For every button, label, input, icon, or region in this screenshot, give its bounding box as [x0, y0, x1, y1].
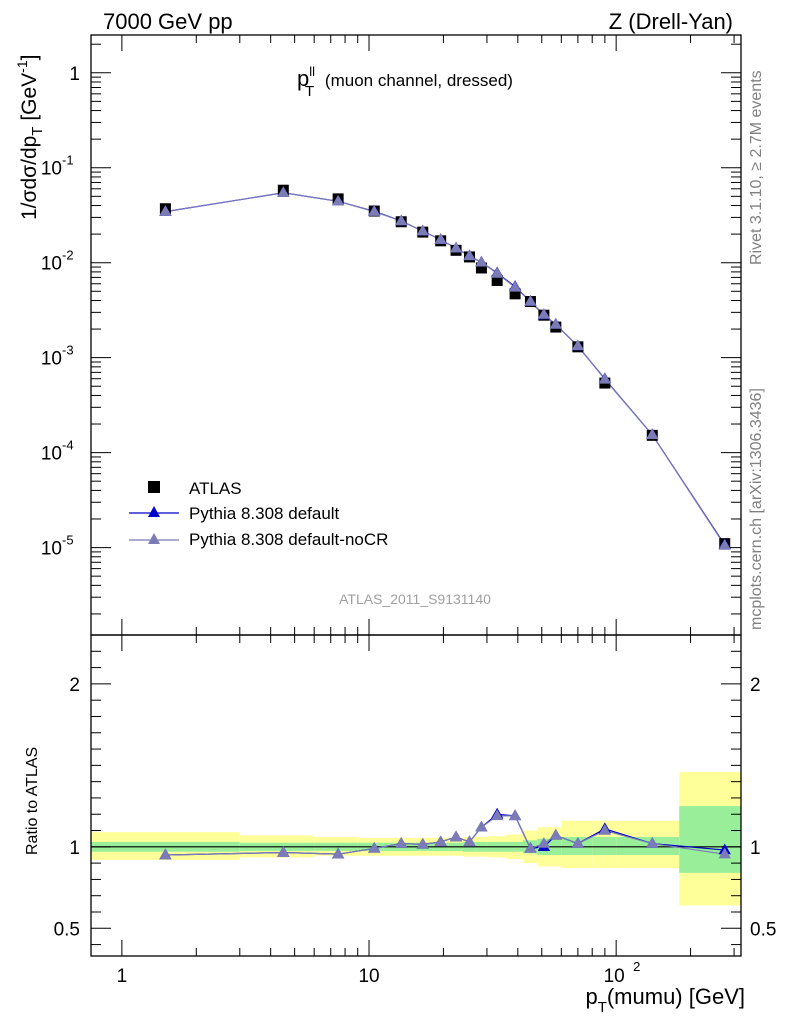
mc-point-pythia-nocr: [434, 233, 447, 244]
mc-point-pythia-nocr: [508, 280, 522, 292]
mc-point-pythia-nocr: [475, 255, 488, 267]
ratio-y-tick-label-right: 2: [750, 675, 761, 696]
y-tick-label-exponent: -1: [62, 153, 74, 168]
mc-point-pythia-nocr: [395, 214, 408, 226]
header-right: Z (Drell-Yan): [609, 9, 733, 34]
ratio-point-pythia-nocr: [449, 830, 463, 842]
ratio-point-pythia-nocr: [463, 835, 476, 847]
ratio-point-pythia-nocr: [475, 820, 488, 832]
header-left: 7000 GeV pp: [103, 9, 233, 34]
ratio-point-pythia-nocr: [368, 841, 381, 853]
ratio-point-pythia-nocr: [395, 837, 408, 848]
legend-label-pythia-nocr: Pythia 8.308 default-noCR: [189, 530, 388, 549]
legend-label-pythia-default: Pythia 8.308 default: [189, 504, 340, 523]
ratio-uncertainty-bands: [91, 771, 741, 906]
x-tick-label: 10: [358, 966, 379, 987]
ratio-panel-frame: [90, 634, 742, 957]
y-tick-label: 10: [41, 254, 62, 275]
main-y-axis-label: 1/σdσ/dpT [GeV-1]: [14, 55, 46, 220]
y-tick-label: 10: [41, 444, 62, 465]
panel-title: pll T (muon channel, dressed): [297, 64, 513, 100]
x-axis-label: pT(mumu) [GeV]: [585, 984, 745, 1016]
data-point-atlas: [475, 262, 487, 274]
analysis-id: ATLAS_2011_S9131140: [339, 591, 491, 607]
mc-point-pythia-nocr: [463, 249, 476, 261]
y-tick-label-exponent: -3: [62, 343, 74, 358]
x-tick-label: 1: [117, 966, 128, 987]
mc-point-pythia-nocr: [718, 539, 731, 550]
ratio-point-pythia-nocr: [537, 837, 551, 848]
ratio-y-tick-label: 0.5: [54, 919, 80, 940]
legend-marker-atlas: [148, 481, 160, 493]
legend: ATLAS Pythia 8.308 default Pythia 8.308 …: [129, 479, 388, 549]
y-tick-label-exponent: -5: [62, 533, 74, 548]
plot-layer: [91, 35, 741, 956]
ratio-point-pythia-nocr: [416, 837, 429, 849]
mc-point-pythia-nocr: [277, 186, 290, 197]
mc-point-pythia-nocr: [598, 372, 612, 384]
y-tick-label: 10: [41, 159, 62, 180]
ratio-y-axis-label: Ratio to ATLAS: [24, 747, 41, 855]
ratio-point-pythia-nocr: [508, 809, 522, 821]
inner-band-segment: [592, 837, 617, 855]
legend-marker-pythia-default: [148, 506, 160, 517]
mc-point-pythia-nocr: [549, 318, 562, 329]
ratio-point-pythia-nocr: [571, 837, 585, 848]
y-tick-label: 1: [69, 64, 80, 85]
ratio-point-pythia-nocr: [331, 847, 345, 859]
ratio-point-pythia-nocr: [718, 847, 731, 859]
ratio-y-tick-label: 1: [69, 838, 80, 859]
ratio-y-tick-label-right: 0.5: [750, 919, 776, 940]
x-tick-label: 10: [604, 966, 625, 987]
ratio-point-pythia-nocr: [646, 837, 659, 848]
x-tick-label-exponent: 2: [633, 959, 640, 974]
ratio-point-pythia-nocr: [598, 824, 612, 835]
legend-marker-pythia-nocr: [148, 533, 160, 544]
y-tick-label-exponent: -2: [62, 248, 74, 263]
mc-point-pythia-nocr: [537, 307, 551, 319]
mc-point-pythia-nocr: [331, 194, 345, 206]
y-tick-label-exponent: -4: [62, 438, 74, 453]
inner-band-segment: [679, 806, 741, 873]
ratio-point-pythia-nocr: [159, 848, 172, 860]
mcplots-label: mcplots.cern.ch [arXiv:1306.3436]: [748, 388, 765, 630]
data-point-atlas: [509, 288, 521, 300]
mc-point-pythia-nocr: [571, 339, 585, 351]
mc-point-pythia-nocr: [490, 266, 504, 278]
y-tick-label: 10: [41, 539, 62, 560]
mc-point-pythia-nocr: [449, 241, 463, 253]
ratio-y-tick-label-right: 1: [750, 838, 761, 859]
mc-point-pythia-nocr: [159, 205, 172, 216]
ratio-point-pythia-nocr: [277, 846, 290, 857]
ratio-y-tick-label: 2: [69, 675, 80, 696]
y-tick-label: 10: [41, 349, 62, 370]
mc-point-pythia-nocr: [368, 205, 381, 216]
ratio-point-pythia-nocr: [549, 828, 562, 840]
mc-point-pythia-nocr: [524, 295, 537, 306]
data-point-atlas: [491, 274, 503, 286]
mc-point-pythia-nocr: [646, 428, 659, 440]
ratio-point-pythia-nocr: [490, 809, 504, 821]
ratio-point-pythia-nocr: [524, 841, 537, 853]
legend-label-atlas: ATLAS: [189, 479, 242, 498]
mc-point-pythia-nocr: [416, 224, 429, 236]
ratio-point-pythia-nocr: [434, 835, 447, 847]
rivet-label: Rivet 3.1.10, ≥ 2.7M events: [748, 70, 765, 265]
